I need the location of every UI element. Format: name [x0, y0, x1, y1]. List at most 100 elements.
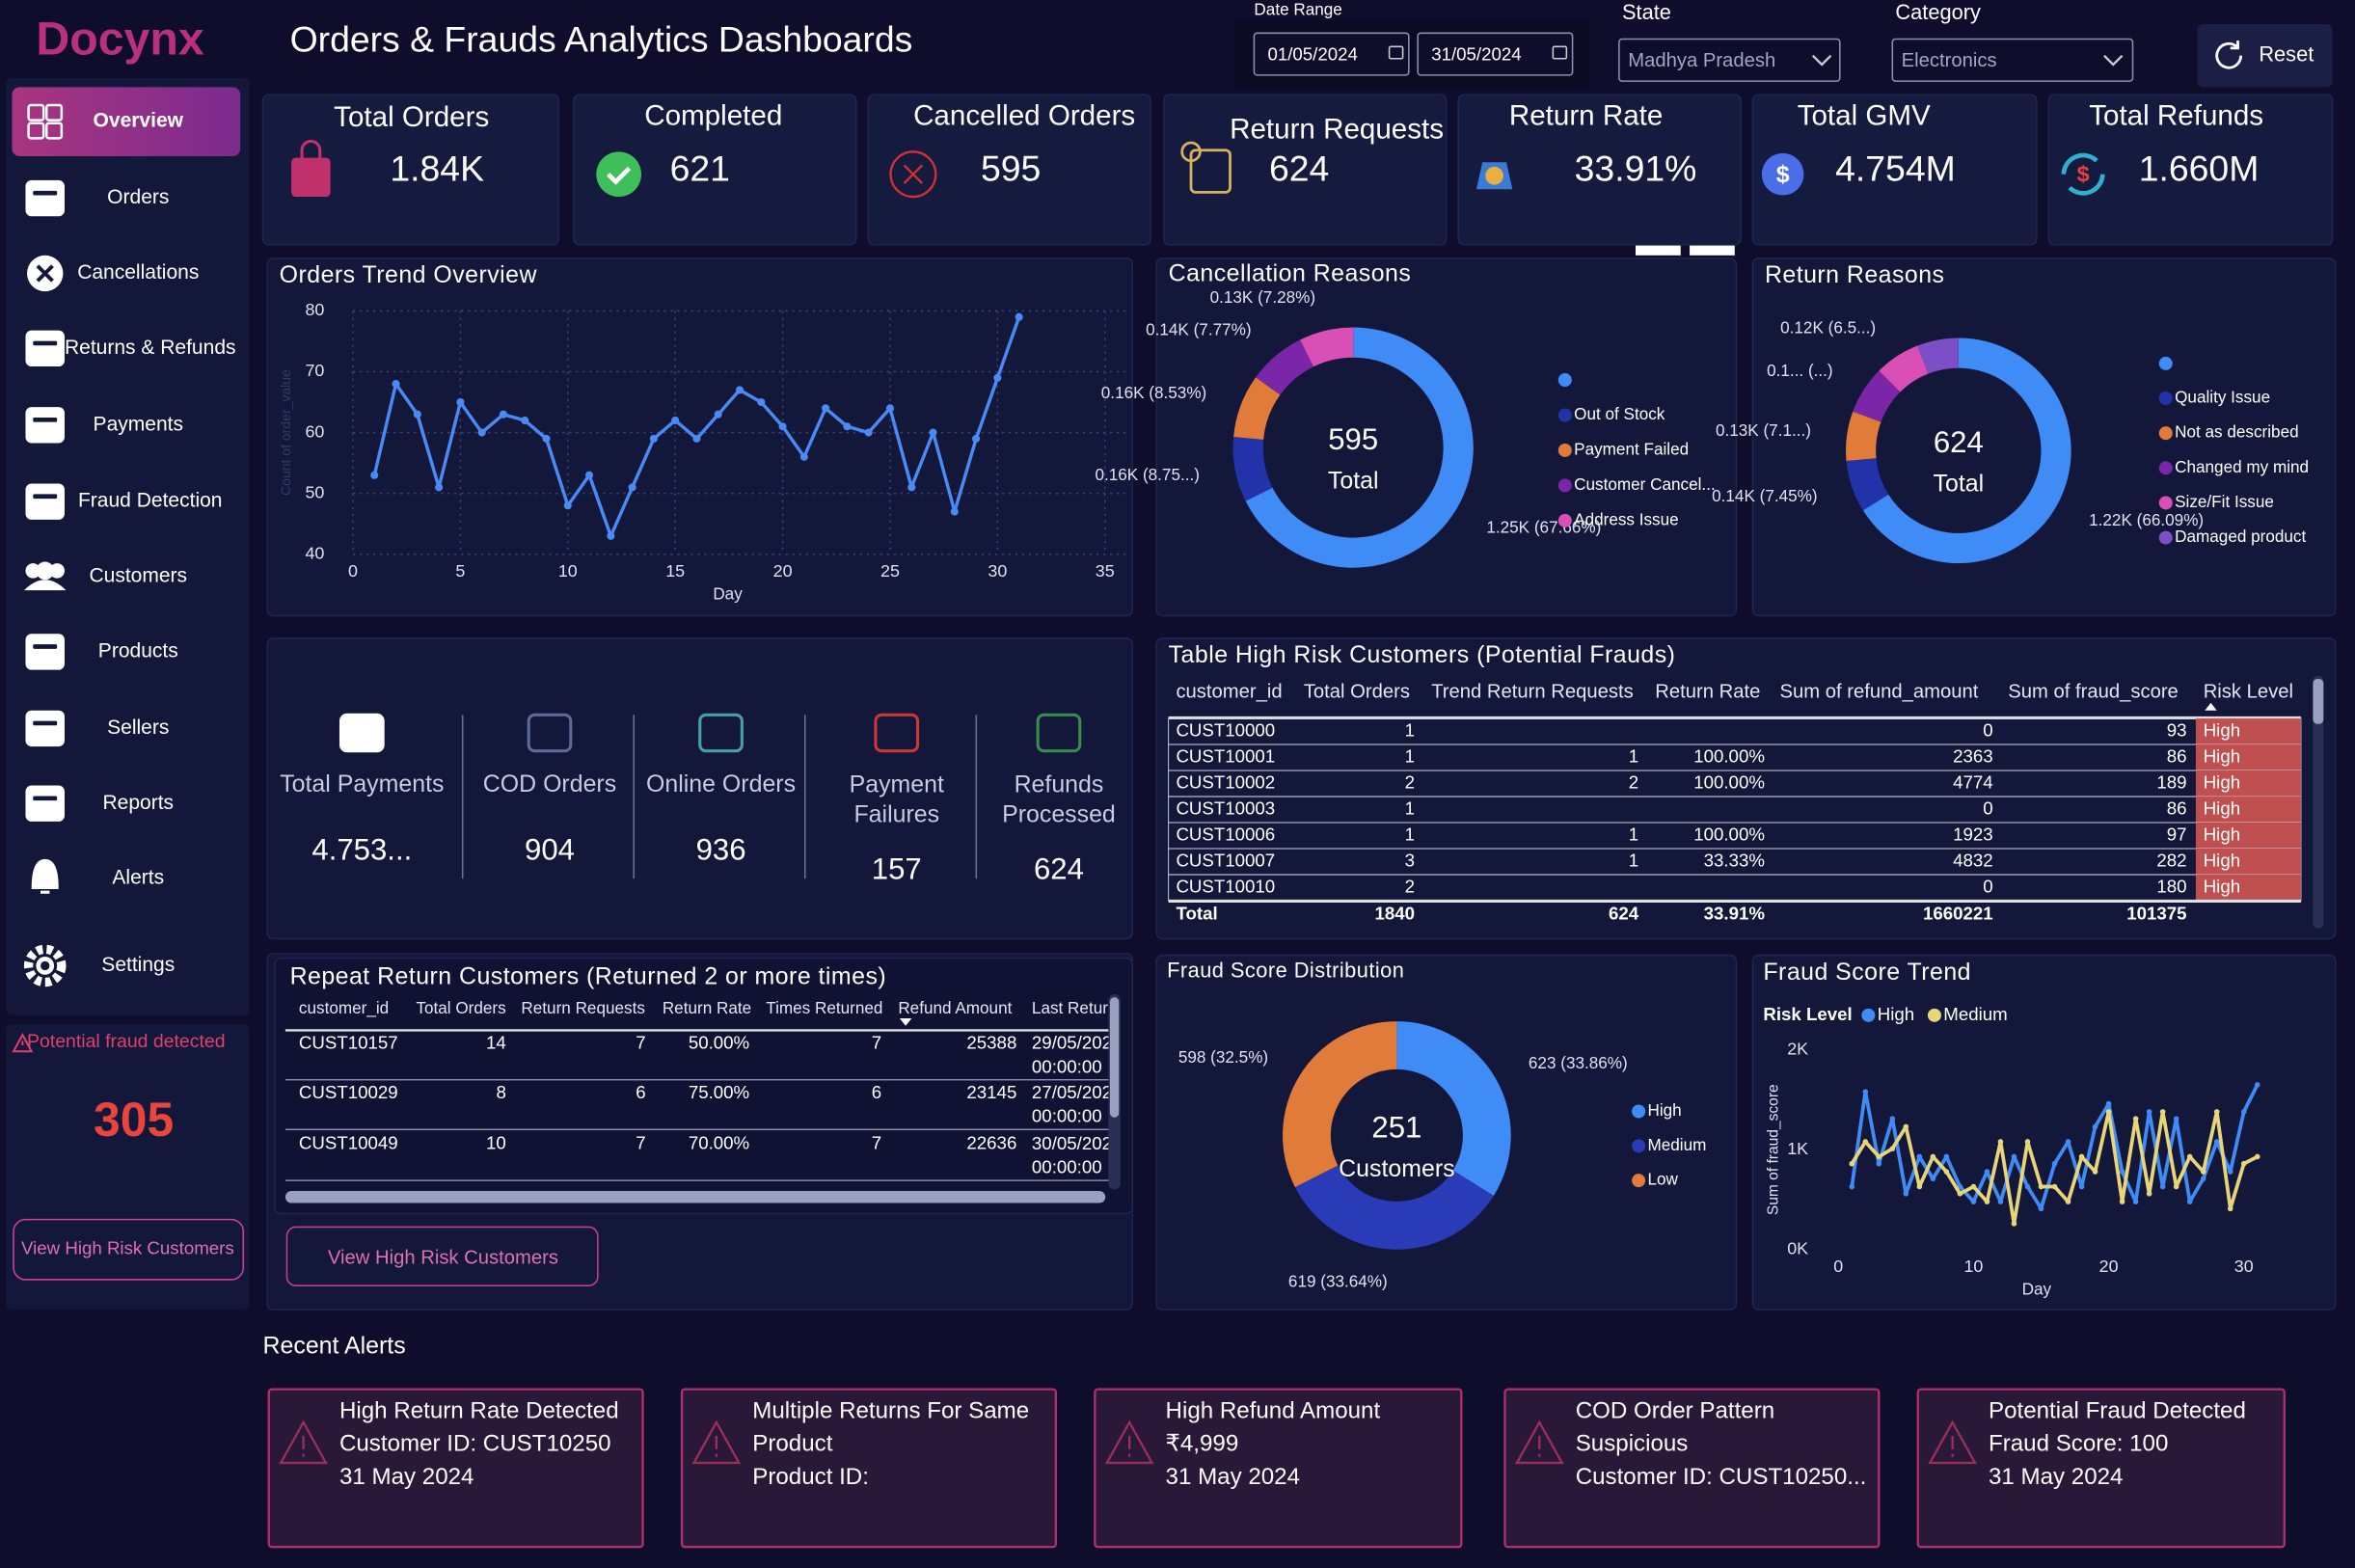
table-cell: 4832	[1953, 850, 1993, 870]
x-tick-label: 0	[1833, 1257, 1843, 1276]
table-cell: 7	[872, 1032, 881, 1052]
data-point	[2213, 1139, 2220, 1145]
data-point	[521, 416, 529, 425]
menu-icon	[31, 858, 59, 894]
alert-card[interactable]	[1916, 1388, 2286, 1549]
menu-icon-detail	[33, 720, 58, 726]
fraud-button-label[interactable]: View High Risk Customers	[21, 1238, 234, 1258]
table-cell: 29/05/2024 00:00:00	[1032, 1032, 1122, 1076]
kpi-label: Completed	[644, 99, 782, 131]
menu-icon-detail	[33, 340, 58, 346]
x-tick-label: 10	[558, 561, 578, 581]
state-dropdown[interactable]	[1618, 38, 1841, 82]
page-title: Orders & Frauds Analytics Dashboards	[290, 19, 913, 60]
data-point	[2078, 1183, 2085, 1190]
menu-label[interactable]: Overview	[94, 110, 184, 132]
data-point	[885, 404, 895, 413]
table-header: Return Rate	[1655, 681, 1760, 702]
menu-label[interactable]: Products	[98, 639, 178, 662]
kpi-icon	[1180, 141, 1202, 163]
menu-label[interactable]: Payments	[94, 413, 183, 435]
text-line: Payment	[850, 770, 944, 798]
table-scroll-thumb[interactable]	[2313, 678, 2324, 724]
data-point	[2078, 1153, 2085, 1160]
table-title: Table High Risk Customers (Potential Fra…	[1169, 641, 1676, 668]
legend-label: High	[1647, 1100, 1681, 1120]
table-total: 1660221	[1923, 903, 1993, 923]
table-cell: 93	[2167, 719, 2187, 740]
category-dropdown[interactable]	[1891, 38, 2134, 82]
kpi-icon	[1189, 149, 1232, 194]
risk-cell	[2195, 770, 2301, 797]
date-box	[1253, 32, 1410, 76]
repeat-button[interactable]	[285, 1226, 599, 1286]
donut-segment	[1862, 338, 2071, 564]
table-cell: High	[2204, 745, 2240, 766]
alert-line: High Refund Amount	[1166, 1397, 1381, 1423]
alert-line: Fraud Score: 100	[1989, 1431, 2168, 1457]
legend-swatch	[1632, 1174, 1646, 1188]
text-line: 29/05/2024	[1032, 1032, 1122, 1052]
y-tick-label: 70	[305, 361, 324, 380]
data-point	[2105, 1100, 2112, 1107]
table-cell: High	[2204, 771, 2240, 792]
donut-center-value: 624	[1934, 425, 1984, 459]
table-header: customer_id	[1176, 681, 1282, 702]
data-point	[2186, 1153, 2193, 1160]
menu-label[interactable]: Returns & Refunds	[65, 337, 236, 359]
fraud-count: 305	[94, 1093, 174, 1147]
data-label: 1.25K (67.66%)	[1486, 517, 1601, 536]
data-point	[456, 397, 465, 407]
kpi-card	[1163, 94, 1448, 246]
menu-label[interactable]: Alerts	[112, 867, 164, 889]
alert-line: Multiple Returns For Same	[752, 1397, 1029, 1423]
data-point	[2051, 1183, 2058, 1190]
table-cell: 1	[1405, 798, 1415, 818]
fraud-button[interactable]	[13, 1218, 245, 1281]
fraud-trend-panel	[1751, 954, 2337, 1311]
data-point	[843, 422, 852, 431]
calendar-icon	[1552, 45, 1568, 60]
menu-label[interactable]: Cancellations	[77, 261, 199, 284]
state-value: Madhya Pradesh	[1628, 50, 1775, 71]
alert-line: Potential Fraud Detected	[1989, 1397, 2246, 1423]
chevron	[2103, 54, 2124, 67]
alert-card[interactable]	[1503, 1388, 1881, 1549]
alert-card[interactable]	[267, 1388, 644, 1549]
repeat-button-label[interactable]: View High Risk Customers	[328, 1247, 558, 1268]
table-header: Return Rate	[663, 998, 751, 1017]
risk-cell	[2195, 848, 2301, 875]
repeat-hscroll[interactable]	[284, 1191, 1106, 1203]
kpi-card	[1751, 94, 2038, 246]
data-label: 0.1... (...)	[1767, 361, 1833, 380]
table-cell: 1	[1629, 745, 1638, 766]
alert-card[interactable]	[1094, 1388, 1463, 1549]
data-point	[692, 434, 701, 443]
menu-label[interactable]: Orders	[107, 186, 169, 208]
x-axis-label: Day	[2022, 1279, 2052, 1298]
data-point	[822, 404, 830, 413]
repeat-scroll-thumb[interactable]	[1109, 997, 1120, 1118]
table-cell: 7	[636, 1133, 645, 1153]
menu-label[interactable]: Sellers	[107, 716, 169, 739]
menu-label[interactable]: Settings	[101, 954, 175, 976]
data-point	[993, 373, 1002, 382]
menu-label[interactable]: Customers	[89, 565, 187, 587]
menu-label[interactable]: Reports	[102, 792, 174, 814]
table-cell: 0	[1983, 798, 1992, 818]
data-label: 1.22K (66.09%)	[2089, 510, 2204, 529]
menu-label[interactable]: Fraud Detection	[78, 490, 223, 512]
reset-button[interactable]	[2197, 23, 2333, 88]
legend-label: Not as described	[2175, 422, 2299, 442]
table-cell: 7	[872, 1133, 881, 1153]
table-cell: 100.00%	[1693, 824, 1765, 844]
repeat-table-body: customer_id Total Orders Return Requests Re…	[299, 998, 1122, 1176]
alert-card[interactable]	[680, 1388, 1058, 1549]
payment-label: COD Orders	[483, 770, 616, 798]
table-cell: High	[2204, 719, 2240, 740]
data-point	[392, 380, 400, 389]
table-cell: 189	[2156, 771, 2186, 792]
payment-value: 904	[525, 832, 575, 866]
menu-active[interactable]	[12, 87, 241, 157]
data-point	[799, 452, 808, 461]
